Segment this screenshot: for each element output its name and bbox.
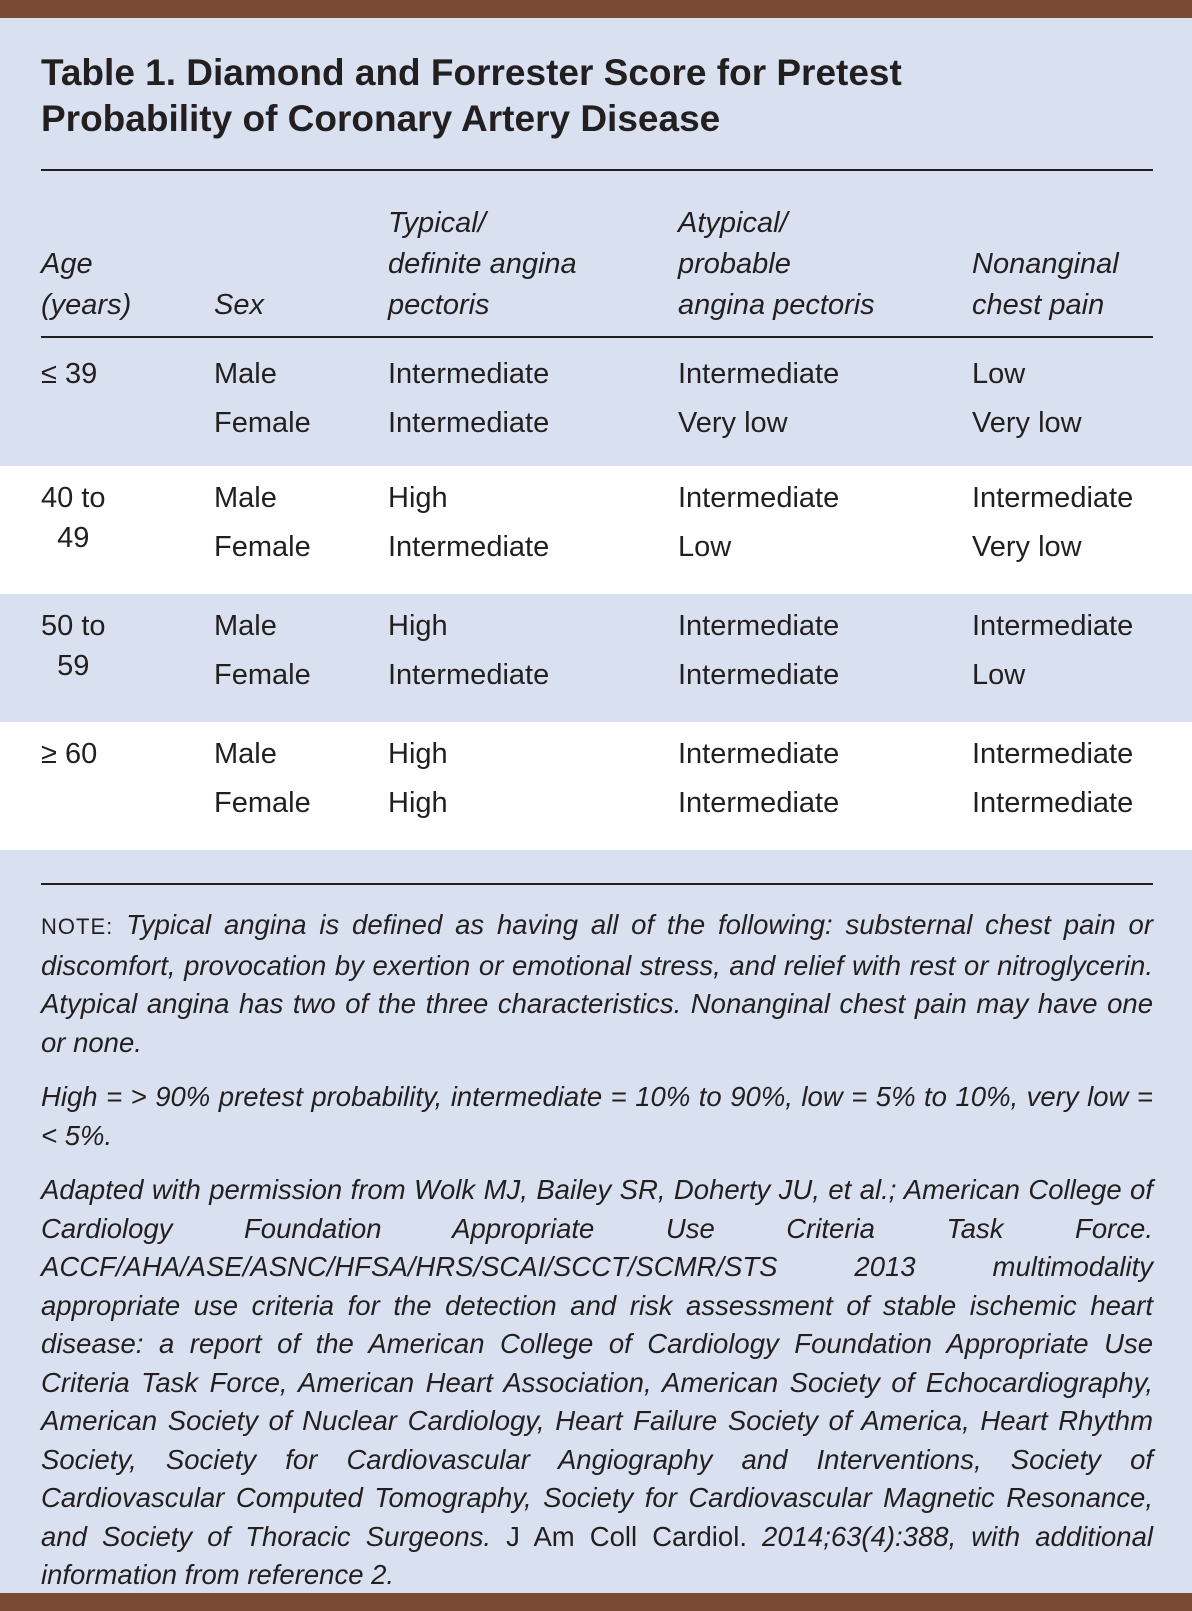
cell: Low — [678, 531, 732, 563]
source-segment: J Am Coll Cardiol. — [491, 1520, 763, 1552]
cell: Intermediate — [678, 610, 840, 642]
column-header: Typical/definite angina pectoris — [388, 203, 577, 326]
cell: Female — [214, 787, 311, 819]
cell: Male — [214, 610, 277, 642]
header-line: pectoris — [388, 289, 490, 321]
cell: Intermediate — [678, 659, 840, 691]
top-bar — [0, 0, 1192, 18]
header-line: (years) — [41, 289, 132, 321]
top-rule — [41, 169, 1153, 171]
column-header: Age (years) — [41, 244, 131, 326]
cell: Very low — [972, 407, 1082, 439]
cell: Intermediate — [388, 407, 550, 439]
cell: Intermediate — [972, 610, 1134, 642]
note-paragraph: NOTE: Typical angina is defined as havin… — [41, 906, 1153, 1062]
cell: Male — [214, 738, 277, 770]
cell: High — [388, 482, 448, 514]
source: Adapted with permission from Wolk MJ, Ba… — [41, 1171, 1153, 1595]
age-line: 50 to — [41, 610, 106, 642]
header-line: Nonanginal — [972, 248, 1119, 280]
age-cell: 50 to 59 — [41, 606, 106, 686]
age-cell: 40 to 49 — [41, 478, 106, 558]
cell: Male — [214, 358, 277, 390]
bottom-rule — [41, 883, 1153, 885]
cell: Intermediate — [388, 659, 550, 691]
age-line: 40 to — [41, 482, 106, 514]
age-cell: ≥ 60 — [41, 734, 97, 774]
cell: Very low — [972, 531, 1082, 563]
header-line: angina pectoris — [678, 289, 875, 321]
cell: High — [388, 610, 448, 642]
age-line: 49 — [57, 522, 90, 554]
cell: Female — [214, 659, 311, 691]
age-line: ≥ 60 — [41, 738, 98, 770]
cell: Intermediate — [972, 482, 1134, 514]
header-line: Age — [41, 248, 93, 280]
row-group: 50 to 59 Male High Intermediate Intermediate F… — [0, 594, 1192, 722]
source-segment: Adapted with permission from Wolk MJ, Ba… — [41, 1174, 1153, 1552]
age-line: ≤ 39 — [41, 358, 98, 390]
note-label: NOTE: — [41, 914, 114, 939]
cell: Intermediate — [388, 358, 550, 390]
cell: Intermediate — [678, 787, 840, 819]
cell: Male — [214, 482, 277, 514]
header-line: chest pain — [972, 289, 1105, 321]
source-segment: 2014;63(4):388, with additional informat… — [41, 1520, 1153, 1591]
cell: Intermediate — [972, 787, 1134, 819]
header-line: Typical/ — [388, 207, 486, 239]
cell: Intermediate — [678, 358, 840, 390]
age-line: 59 — [57, 650, 90, 682]
cell: Intermediate — [678, 482, 840, 514]
bottom-bar — [0, 1593, 1192, 1611]
header-rule — [41, 336, 1153, 338]
column-header: Nonanginal chest pain — [972, 244, 1119, 326]
cell: Intermediate — [388, 531, 550, 563]
row-group: 40 to 49 Male High Intermediate Intermediate F… — [0, 466, 1192, 594]
column-header: Atypical/probable angina pectoris — [678, 203, 875, 326]
notes: NOTE: Typical angina is defined as havin… — [41, 906, 1153, 1611]
cell: High — [388, 738, 448, 770]
cell: High — [388, 787, 448, 819]
row-group: ≤ 39 Male Intermediate Intermediate Low Femal… — [0, 338, 1192, 466]
note-text: Typical angina is defined as having all … — [41, 909, 1153, 1058]
definitions: High = > 90% pretest probability, interm… — [41, 1081, 1153, 1151]
cell: Female — [214, 407, 311, 439]
table-title: Table 1. Diamond and Forrester Score for… — [41, 52, 902, 139]
row-group: ≥ 60 Male High Intermediate Intermediate Fema… — [0, 722, 1192, 850]
header-line: probable — [678, 248, 791, 280]
age-cell: ≤ 39 — [41, 354, 97, 394]
cell: Low — [972, 659, 1026, 691]
column-header: Sex — [214, 285, 264, 326]
cell: Female — [214, 531, 311, 563]
header-line: definite angina — [388, 248, 577, 280]
cell: Low — [972, 358, 1026, 390]
cell: Very low — [678, 407, 788, 439]
header-line: Atypical/ — [678, 207, 788, 239]
cell: Intermediate — [678, 738, 840, 770]
cell: Intermediate — [972, 738, 1134, 770]
header-line: Sex — [214, 289, 264, 321]
